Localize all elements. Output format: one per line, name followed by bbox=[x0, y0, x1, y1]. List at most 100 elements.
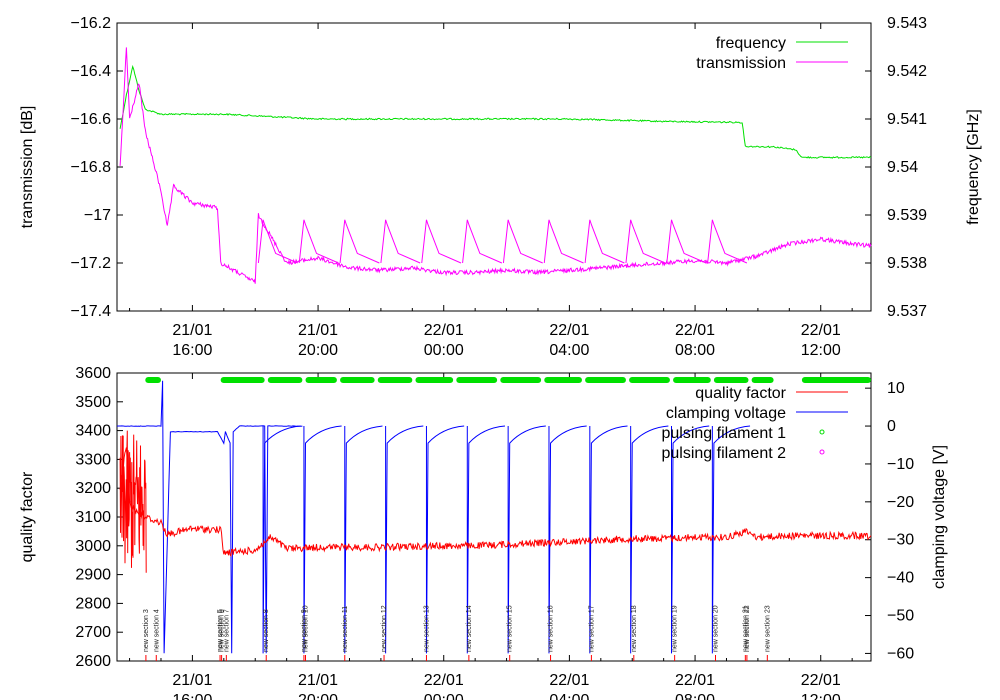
clamping-voltage-cycle bbox=[589, 425, 628, 654]
quality-factor-burst bbox=[119, 430, 147, 573]
x-tick-label-day: 22/01 bbox=[549, 672, 589, 689]
clamping-voltage-cycle bbox=[385, 425, 424, 654]
x-tick-label-time: 16:00 bbox=[172, 342, 212, 359]
y-tick-label: 3100 bbox=[75, 509, 111, 526]
section-label: new section 9 bbox=[301, 609, 308, 652]
section-label: new section 7 bbox=[223, 609, 230, 652]
y2-tick-label: −20 bbox=[887, 494, 914, 511]
y2-tick-label: −30 bbox=[887, 532, 914, 549]
transmission-spike bbox=[257, 219, 298, 264]
transmission-spike bbox=[421, 219, 462, 264]
x-tick-label-time: 12:00 bbox=[801, 692, 841, 700]
pulsing-filament-1-segment bbox=[377, 377, 413, 383]
x-tick-label-day: 21/01 bbox=[298, 672, 338, 689]
clamping-voltage-cycle bbox=[303, 425, 342, 654]
y-tick-label: 3500 bbox=[75, 394, 111, 411]
y2-tick-label: 0 bbox=[887, 418, 896, 435]
legend-swatch-dot bbox=[819, 449, 825, 455]
section-label: new section 20 bbox=[712, 605, 719, 652]
transmission-spike bbox=[502, 219, 543, 264]
x-tick-label-day: 22/01 bbox=[801, 672, 841, 689]
section-label: new section 16 bbox=[548, 605, 555, 652]
pulsing-filament-1-segment bbox=[629, 377, 670, 383]
section-label: new section 6 bbox=[219, 609, 226, 652]
y-tick-label: 2800 bbox=[75, 595, 111, 612]
x-tick-label-day: 21/01 bbox=[172, 322, 212, 339]
y-tick-label: 3600 bbox=[75, 365, 111, 382]
x-tick-label-time: 00:00 bbox=[424, 342, 464, 359]
y-axis-label: quality factor bbox=[19, 471, 36, 562]
x-tick-label-time: 00:00 bbox=[424, 692, 464, 700]
transmission-spike bbox=[339, 219, 380, 264]
y2-tick-label: −40 bbox=[887, 570, 914, 587]
x-tick-label-day: 22/01 bbox=[675, 672, 715, 689]
clamping-voltage-cycle bbox=[425, 425, 465, 654]
y-tick-label: 3400 bbox=[75, 423, 111, 440]
x-tick-label-day: 22/01 bbox=[549, 322, 589, 339]
quality-factor-voltage-panel: 21/01 16:00 21/01 20:00 22/01 00:00 22/01 04:00… bbox=[19, 365, 948, 700]
y2-tick-label: −60 bbox=[887, 645, 914, 662]
section-label: new section 10 bbox=[303, 605, 310, 652]
legend-clamping-voltage-label: clamping voltage bbox=[666, 405, 786, 422]
y2-tick-label: 9.542 bbox=[887, 63, 927, 80]
pulsing-filament-1-segment bbox=[267, 377, 303, 383]
y-tick-label: 3000 bbox=[75, 538, 111, 555]
x-tick-label-day: 21/01 bbox=[298, 322, 338, 339]
x-tick-label-day: 22/01 bbox=[801, 322, 841, 339]
clamping-voltage-cycle bbox=[671, 425, 710, 654]
y-tick-label: 3300 bbox=[75, 451, 111, 468]
y-tick-label: −16.8 bbox=[71, 159, 112, 176]
transmission-spike bbox=[462, 219, 503, 264]
y2-axis-label: frequency [GHz] bbox=[965, 109, 982, 225]
y2-tick-label: 9.539 bbox=[887, 207, 927, 224]
y2-axis-label: clamping voltage [V] bbox=[931, 445, 948, 589]
x-tick-label-time: 16:00 bbox=[172, 692, 212, 700]
transmission-spike bbox=[380, 219, 421, 264]
transmission-spike bbox=[543, 219, 584, 264]
y2-tick-label: 9.537 bbox=[887, 303, 927, 320]
y-tick-label: −16.4 bbox=[71, 63, 112, 80]
pulsing-filament-1-segment bbox=[415, 377, 454, 383]
pulsing-filament-1-segment bbox=[305, 377, 337, 383]
x-tick-label-day: 22/01 bbox=[424, 322, 464, 339]
x-tick-label-time: 20:00 bbox=[298, 342, 338, 359]
clamping-voltage-cycle bbox=[507, 425, 546, 654]
y2-tick-label: 9.541 bbox=[887, 111, 927, 128]
x-tick-label-day: 22/01 bbox=[675, 322, 715, 339]
section-label: new section 5 bbox=[217, 609, 224, 652]
y-tick-label: −17 bbox=[84, 207, 111, 224]
section-label: new section 22 bbox=[744, 605, 751, 652]
y-tick-label: 2600 bbox=[75, 653, 111, 670]
pulsing-filament-1-segment bbox=[713, 377, 749, 383]
y2-tick-label: 9.54 bbox=[887, 159, 918, 176]
section-label: new section 15 bbox=[507, 605, 514, 652]
transmission-frequency-panel: 21/01 16:00 21/01 20:00 22/01 00:00 22/01 04:00… bbox=[19, 15, 982, 359]
x-tick-label-day: 21/01 bbox=[172, 672, 212, 689]
legend-pulsing-filament-1-label: pulsing filament 1 bbox=[661, 425, 786, 442]
pulsing-filament-1-segment bbox=[456, 377, 498, 383]
y-axis-label: transmission [dB] bbox=[19, 106, 36, 229]
clamping-voltage-line bbox=[116, 380, 303, 654]
clamping-voltage-cycle bbox=[711, 425, 751, 654]
y-tick-label: 2700 bbox=[75, 624, 111, 641]
pulsing-filament-1-segment bbox=[500, 377, 542, 383]
section-label: new section 3 bbox=[143, 609, 150, 652]
pulsing-filament-1-segment bbox=[673, 377, 711, 383]
y-tick-label: −17.2 bbox=[71, 255, 112, 272]
section-label: new section 19 bbox=[672, 605, 679, 652]
pulsing-filament-1-segment bbox=[801, 377, 871, 383]
x-tick-label-time: 04:00 bbox=[549, 342, 589, 359]
section-label: new section 21 bbox=[742, 605, 749, 652]
clamping-voltage-cycle bbox=[548, 425, 587, 654]
section-label: new section 12 bbox=[381, 605, 388, 652]
clamping-voltage-cycle bbox=[466, 425, 506, 654]
y-tick-label: −16.2 bbox=[71, 15, 112, 32]
legend-frequency-label: frequency bbox=[716, 35, 786, 52]
legend-transmission-label: transmission bbox=[696, 55, 786, 72]
pulsing-filament-1-segment bbox=[145, 377, 161, 383]
clamping-voltage-cycle bbox=[344, 425, 383, 654]
transmission-spike bbox=[707, 219, 748, 264]
pulsing-filament-1-segment bbox=[544, 377, 582, 383]
pulsing-filament-1-segment bbox=[340, 377, 375, 383]
pulsing-filament-1-segment bbox=[585, 377, 626, 383]
